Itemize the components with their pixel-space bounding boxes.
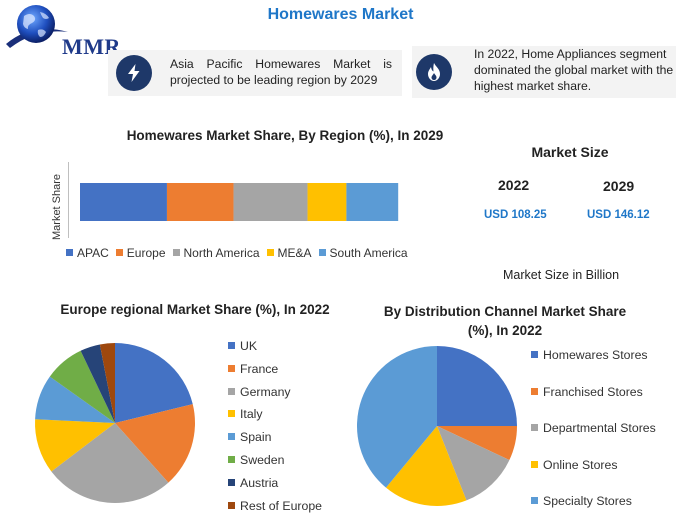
bar-segment-meanda — [307, 183, 347, 221]
legend-swatch — [228, 456, 235, 463]
distribution-chart-legend: Homewares Stores Franchised Stores Departm… — [531, 348, 681, 513]
lightning-icon — [128, 64, 140, 82]
legend-label: Italy — [240, 407, 263, 422]
legend-item-departmental-stores: Departmental Stores — [531, 421, 656, 435]
highlight-card-home-appliances: In 2022, Home Appliances segment dominat… — [412, 46, 676, 98]
legend-item-france: France — [228, 362, 278, 376]
legend-swatch — [531, 387, 538, 395]
legend-label: Rest of Europe — [240, 498, 323, 513]
highlight-card-apac: Asia Pacific Homewares Market is project… — [108, 50, 402, 96]
legend-item-north-america: North America — [172, 246, 260, 260]
globe-icon — [6, 5, 68, 48]
legend-swatch — [115, 249, 123, 256]
legend-item-sweden: Sweden — [228, 453, 284, 467]
bar-segment-south-america — [346, 183, 399, 221]
legend-swatch — [531, 460, 538, 468]
legend-label: Austria — [240, 475, 279, 490]
legend-swatch — [228, 364, 235, 372]
pie-slice-spain — [35, 376, 115, 423]
market-size-year-2022: 2022 — [498, 177, 530, 193]
market-size-title: Market Size — [531, 144, 609, 160]
pie-slice-homewares-stores — [437, 346, 517, 426]
pie-slice-austria — [80, 344, 115, 423]
region-chart-legend: APAC Europe North America ME&A South America — [66, 246, 415, 260]
europe-chart-legend: UK France Germany Italy Spain Sweden Austria Re… — [228, 339, 348, 514]
flame-icon — [428, 63, 440, 81]
market-size-value-2022: USD 108.25 — [484, 209, 547, 221]
bar-segment-north-america — [233, 183, 308, 221]
legend-item-germany: Germany — [228, 385, 291, 399]
legend-item-specialty-stores: Specialty Stores — [531, 494, 632, 508]
market-size-value-2029: USD 146.12 — [587, 209, 650, 221]
highlight-badge — [116, 55, 152, 91]
legend-swatch — [66, 249, 73, 256]
bar-segment-europe — [166, 183, 234, 221]
legend-label: North America — [183, 246, 260, 260]
legend-item-apac: APAC — [66, 246, 109, 260]
pie-slice-franchised-stores — [437, 426, 517, 461]
legend-label: Germany — [240, 384, 291, 399]
market-size-note: Market Size in Billion — [503, 268, 620, 282]
legend-item-homewares-stores: Homewares Stores — [531, 348, 648, 362]
legend-label: Homewares Stores — [543, 348, 648, 362]
legend-item-uk: UK — [228, 339, 257, 353]
legend-swatch — [228, 433, 235, 441]
pie-slice-sweden — [49, 350, 115, 423]
pie-slice-departmental-stores — [437, 426, 510, 501]
europe-pie-chart — [35, 343, 195, 503]
legend-label: South America — [329, 246, 408, 260]
legend-label: Spain — [240, 430, 272, 445]
legend-item-italy: Italy — [228, 407, 263, 421]
legend-swatch — [531, 351, 538, 358]
legend-item-franchised-stores: Franchised Stores — [531, 385, 643, 399]
legend-label: UK — [240, 339, 258, 353]
europe-chart-title: Europe regional Market Share (%), In 202… — [60, 302, 330, 317]
legend-item-rest-of-europe: Rest of Europe — [228, 499, 322, 513]
page-title: Homewares Market — [267, 6, 414, 23]
region-stacked-bar — [68, 162, 399, 238]
legend-swatch — [228, 478, 235, 486]
pie-slice-uk — [115, 343, 193, 423]
legend-label: Franchised Stores — [543, 384, 643, 399]
legend-swatch — [228, 501, 235, 509]
legend-swatch — [318, 249, 326, 256]
legend-swatch — [531, 497, 538, 504]
distribution-chart-title: By Distribution Channel Market Share (%)… — [383, 304, 627, 338]
legend-swatch — [172, 249, 180, 256]
legend-item-south-america: South America — [318, 246, 408, 260]
highlight-text: Asia Pacific Homewares Market is project… — [170, 57, 392, 87]
legend-item-online-stores: Online Stores — [531, 458, 618, 472]
region-chart-title: Homewares Market Share, By Region (%), I… — [126, 128, 444, 143]
legend-item-meanda: ME&A — [266, 246, 312, 260]
pie-slice-online-stores — [386, 426, 467, 506]
legend-label: Sweden — [240, 453, 285, 467]
legend-swatch — [228, 410, 235, 418]
legend-label: France — [240, 361, 279, 376]
legend-swatch — [228, 387, 235, 395]
region-chart-ylabel: Market Share — [51, 173, 63, 240]
highlight-badge — [416, 54, 452, 90]
legend-swatch — [266, 249, 274, 256]
legend-label: Departmental Stores — [543, 421, 656, 435]
legend-item-europe: Europe — [115, 246, 166, 260]
legend-label: Europe — [126, 246, 166, 260]
legend-label: APAC — [77, 246, 109, 260]
pie-slice-specialty-stores — [357, 346, 437, 488]
pie-slice-italy — [35, 419, 115, 472]
pie-slice-germany — [51, 423, 169, 503]
legend-item-spain: Spain — [228, 430, 271, 444]
pie-slice-france — [115, 404, 195, 483]
highlight-text: In 2022, Home Appliances segment dominat… — [474, 47, 674, 93]
legend-label: Specialty Stores — [543, 494, 632, 508]
legend-label: Online Stores — [543, 457, 618, 472]
legend-swatch — [531, 424, 538, 431]
pie-slice-rest-of-europe — [99, 343, 115, 423]
bar-segment-apac — [80, 183, 167, 221]
legend-swatch — [228, 342, 235, 349]
market-size-year-2029: 2029 — [603, 178, 635, 194]
distribution-pie-chart — [357, 346, 517, 506]
legend-item-austria: Austria — [228, 476, 278, 490]
legend-label: ME&A — [277, 246, 312, 260]
